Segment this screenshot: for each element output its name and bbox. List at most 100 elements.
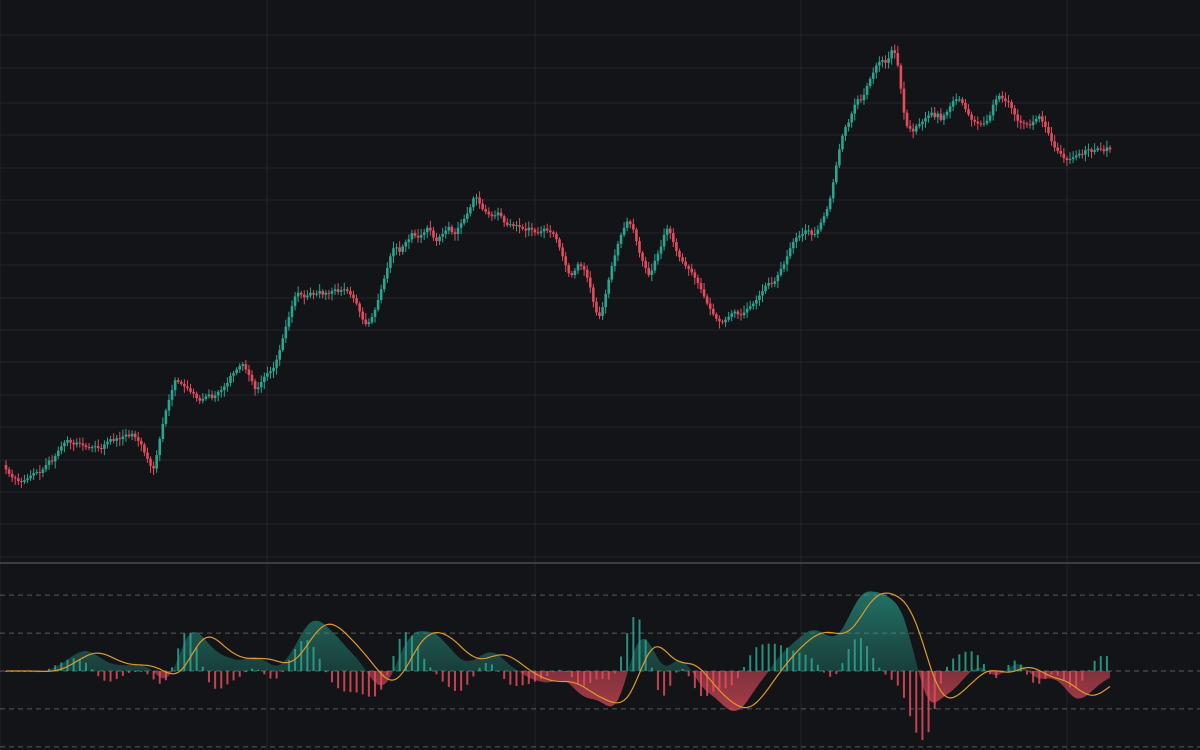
candle-down [416, 235, 420, 238]
candle-down [1056, 147, 1060, 152]
candle-up [444, 230, 448, 234]
candle-up [607, 279, 611, 294]
histogram-bar-negative [128, 671, 131, 673]
candle-up [342, 289, 346, 291]
histogram-bar-negative [927, 671, 930, 733]
candle-down [38, 472, 42, 474]
candle-down [711, 308, 715, 315]
candle-down [552, 232, 555, 234]
candle-up [982, 123, 986, 125]
candle-up [656, 253, 660, 261]
candle-up [130, 433, 134, 437]
candle-up [422, 232, 426, 235]
signal-line [6, 592, 1111, 709]
histogram-bar-positive [632, 617, 635, 671]
candle-up [542, 228, 546, 232]
candle-up [659, 246, 663, 254]
candle-down [355, 298, 358, 304]
candle-up [124, 434, 128, 437]
candle-up [339, 290, 343, 292]
candle-up [785, 256, 789, 265]
candle-down [979, 123, 983, 125]
candle-down [579, 264, 583, 267]
candle-up [275, 359, 278, 368]
candle-down [1102, 149, 1106, 152]
candle-up [985, 120, 989, 124]
candle-up [41, 469, 45, 473]
histogram-bar-positive [743, 666, 746, 671]
histogram-bar-positive [1099, 656, 1102, 671]
candle-up [170, 390, 174, 400]
candle-down [521, 226, 524, 229]
candle-up [465, 213, 469, 219]
candle-up [828, 198, 832, 210]
candle-down [195, 393, 198, 399]
candle-up [309, 292, 312, 296]
histogram-bar-negative [134, 671, 137, 672]
candle-up [1068, 159, 1072, 161]
candle-up [773, 281, 777, 284]
candle-up [475, 197, 478, 199]
histogram-bar-negative [921, 671, 924, 741]
histogram-bar-negative [521, 671, 524, 686]
candle-up [164, 410, 168, 424]
candle-up [539, 231, 543, 234]
candle-up [604, 293, 607, 308]
candle-up [44, 464, 48, 470]
candle-up [847, 122, 850, 127]
candle-up [958, 99, 961, 101]
histogram-bar-positive [952, 658, 955, 671]
candle-down [250, 374, 254, 382]
histogram-bar-positive [1007, 664, 1010, 671]
candle-up [103, 444, 106, 449]
candle-up [401, 246, 405, 252]
candle-down [702, 289, 706, 297]
histogram-bar-negative [115, 671, 118, 680]
candle-up [921, 121, 924, 125]
candle-down [78, 442, 82, 444]
candle-up [1087, 149, 1090, 151]
candle-down [687, 266, 690, 269]
candle-down [1010, 102, 1013, 109]
candle-down [435, 237, 438, 242]
candle-down [7, 469, 11, 474]
candle-down [973, 119, 976, 122]
histogram-bar-negative [97, 671, 100, 677]
candle-up [161, 423, 165, 440]
candle-down [1108, 147, 1112, 150]
candle-up [269, 371, 272, 374]
candle-down [358, 303, 361, 312]
candle-down [20, 480, 23, 482]
candle-down [567, 265, 571, 274]
histogram-bar-negative [884, 671, 887, 675]
candle-down [146, 452, 149, 459]
candle-up [878, 61, 881, 66]
candle-down [592, 287, 595, 302]
candle-up [1093, 150, 1096, 152]
candle-down [810, 230, 814, 235]
candle-up [619, 234, 623, 244]
candle-up [493, 215, 497, 217]
histogram-bar-negative [435, 671, 438, 675]
candle-down [398, 247, 401, 252]
candle-up [63, 442, 66, 447]
candle-down [1099, 148, 1103, 150]
candle-up [1037, 116, 1041, 119]
histogram-bar-negative [441, 671, 444, 682]
candle-down [183, 383, 186, 387]
candle-down [678, 250, 681, 258]
candle-down [524, 228, 528, 231]
candle-down [192, 391, 195, 394]
candle-down [675, 242, 678, 251]
candle-up [26, 478, 29, 481]
candle-down [536, 232, 540, 234]
candle-down [902, 88, 906, 113]
candle-up [256, 387, 260, 390]
candle-up [158, 439, 162, 456]
candle-up [835, 165, 838, 183]
candle-down [635, 229, 638, 242]
candle-up [761, 291, 764, 296]
histogram-bar-negative [509, 671, 512, 685]
